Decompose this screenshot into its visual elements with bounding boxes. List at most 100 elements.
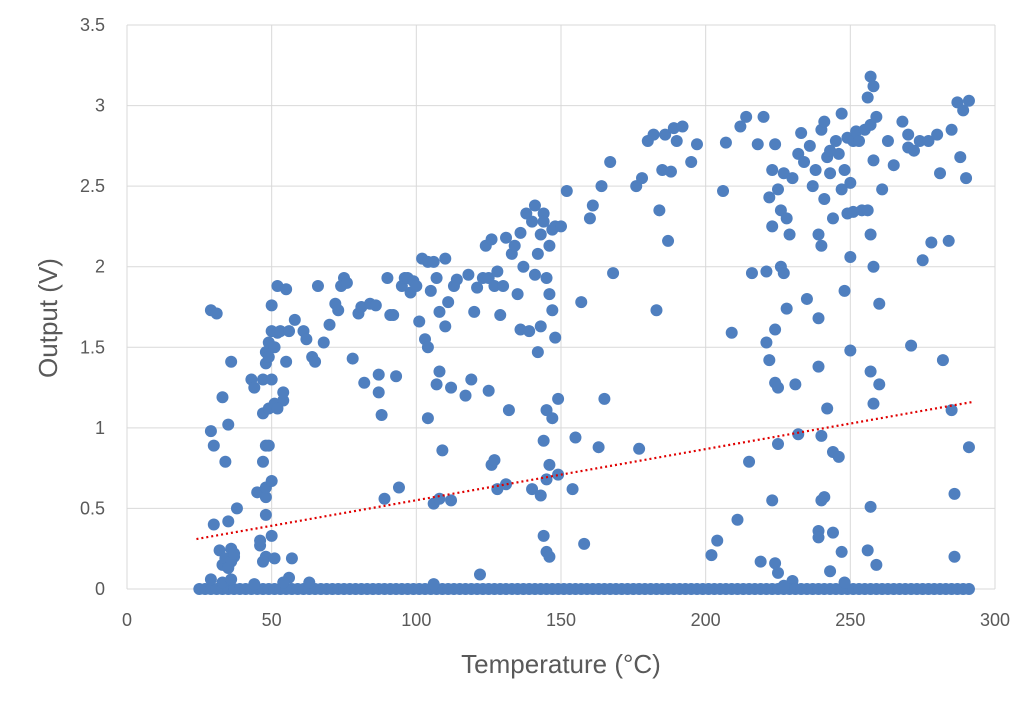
data-point [259,508,272,521]
data-point [390,370,403,383]
data-point [488,280,501,293]
data-point [358,376,371,389]
data-point [945,123,958,136]
data-point [210,307,223,320]
data-point [311,280,324,293]
data-point [526,483,539,496]
data-point [705,549,718,562]
data-point [815,429,828,442]
data-point [546,412,559,425]
data-point [766,494,779,507]
data-point [905,339,918,352]
data-point [430,378,443,391]
y-tick-label: 1.5 [80,337,105,357]
data-point [537,529,550,542]
data-point [881,135,894,148]
data-point [734,120,747,133]
data-point [760,265,773,278]
data-point [902,128,915,141]
data-point [256,455,269,468]
data-point [230,502,243,515]
x-tick-label: 100 [401,610,431,630]
x-axis-title: Temperature (°C) [461,649,661,679]
data-point [497,280,510,293]
data-point [523,325,536,338]
data-point [381,271,394,284]
data-point [960,172,973,185]
data-point [323,318,336,331]
data-point [772,381,784,394]
data-point [433,305,446,318]
data-point [526,215,539,228]
data-point [861,544,874,557]
data-point [465,373,478,386]
data-point [514,226,527,239]
data-point [844,176,857,189]
data-point [528,268,541,281]
data-point [592,441,605,454]
data-point [430,271,443,284]
data-point [769,557,782,570]
trendline-layer [196,400,973,541]
data-point [543,550,556,563]
data-point [873,378,886,391]
data-point [743,455,756,468]
data-point [436,444,449,457]
data-point [468,305,481,318]
data-point [262,439,275,452]
data-point [867,154,880,167]
data-point [583,212,596,225]
data-point [225,355,238,368]
data-point [826,526,839,539]
data-point [517,260,530,273]
data-point [948,487,961,500]
data-point [262,350,275,363]
data-point [277,576,290,589]
data-point [864,228,877,241]
data-point [769,323,782,336]
data-point [962,583,975,595]
data-point [685,155,698,168]
data-point [450,273,463,286]
data-point [777,267,790,280]
data-point [725,326,738,339]
data-point [537,215,550,228]
data-point [812,360,825,373]
x-tick-label: 50 [262,610,282,630]
data-point [636,172,649,185]
data-point [219,455,232,468]
data-point [575,296,588,309]
data-point [549,331,562,344]
data-point [265,529,278,542]
data-point [488,454,501,467]
data-point [662,234,675,247]
data-point [256,555,269,568]
data-point [870,558,883,571]
data-point [285,552,298,565]
data-point [439,320,452,333]
data-point [826,212,839,225]
data-point [818,193,831,206]
data-point [789,378,802,391]
data-point [757,110,770,123]
data-point [421,412,434,425]
data-point [442,296,455,309]
data-point [676,120,689,133]
data-point [867,260,880,273]
data-point [907,144,920,157]
data-point [485,233,498,246]
data-point [711,534,724,547]
data-point [494,309,507,322]
data-point [812,312,825,325]
data-point [445,494,458,507]
data-point [783,228,796,241]
data-point [254,534,267,547]
data-point [537,434,550,447]
data-point [332,304,345,317]
data-point [812,531,825,544]
data-point [222,562,235,575]
data-point [647,128,660,141]
data-point [867,80,880,93]
data-point [962,441,975,454]
